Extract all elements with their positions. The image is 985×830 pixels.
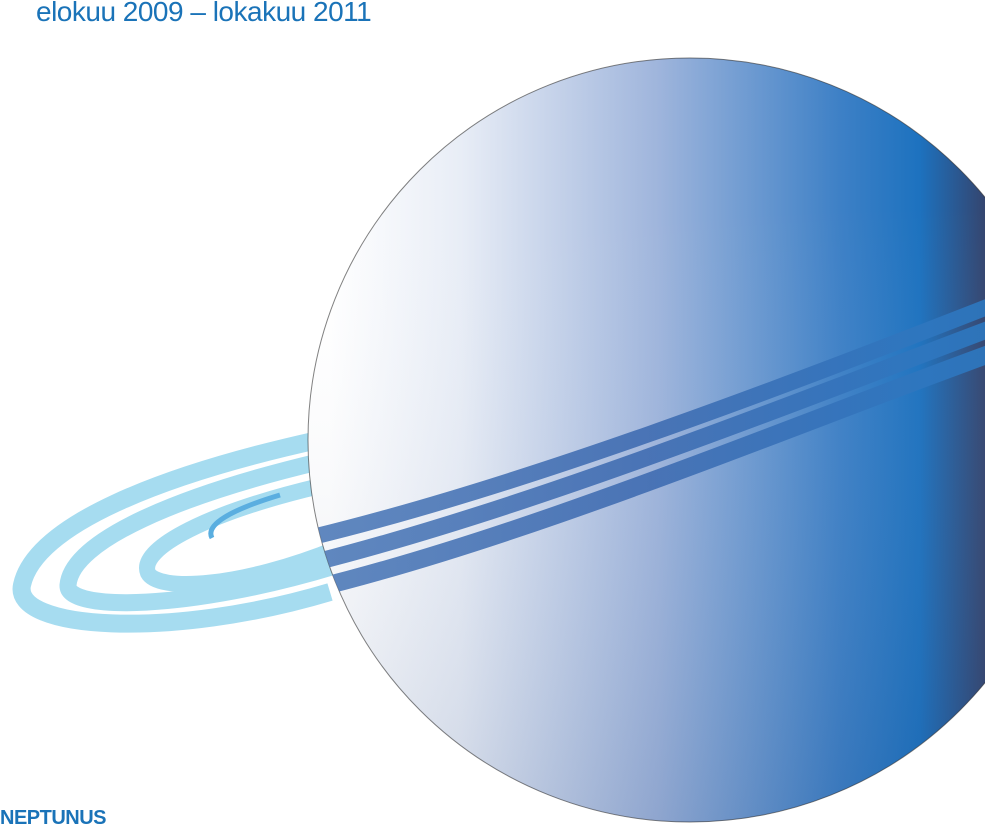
date-range-heading: elokuu 2009 – lokakuu 2011 — [36, 0, 372, 27]
ring-front — [308, 294, 985, 601]
ring-back — [12, 431, 342, 633]
neptunus-logo-text: NEPTUNUS — [0, 807, 107, 829]
